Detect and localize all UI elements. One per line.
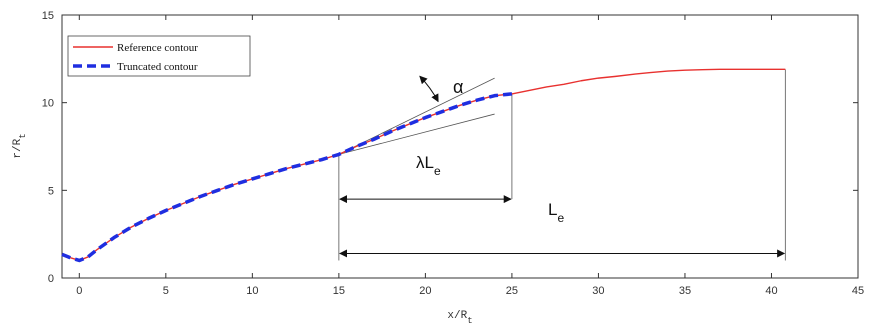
lambda-le-sub: e [434,164,441,178]
y-axis-label-main: r/R [12,138,24,158]
y-tick-label: 15 [42,10,54,22]
alpha-angle-arc [419,75,439,103]
alpha-label: α [453,77,463,97]
series-truncated-contour [61,92,513,263]
series-layer [61,68,786,263]
y-tick-label: 5 [48,185,54,197]
x-tick-label: 15 [333,285,345,297]
y-axis-label-sub: t [18,133,28,138]
x-axis-label-sub: t [467,316,472,326]
y-axis-label: r/Rt [12,133,28,158]
legend-box [67,35,251,77]
tick-layer: 0 5 10 15 20 25 30 35 40 45 0 5 10 15 [42,10,864,297]
legend-label-reference: Reference contour [117,42,198,54]
x-tick-label: 10 [246,285,258,297]
le-main: L [548,200,557,219]
x-axis-label-main: x/R [447,310,467,322]
y-tick-label: 10 [42,98,54,110]
lambda-le-label: λLe [416,153,441,178]
x-tick-label: 40 [765,285,777,297]
y-tick-label: 0 [48,273,54,285]
x-tick-label: 30 [592,285,604,297]
le-sub: e [557,211,564,225]
tangent-line [338,113,495,155]
x-tick-label: 45 [852,285,864,297]
x-tick-label: 35 [679,285,691,297]
x-axis-label: x/Rt [447,310,472,326]
x-tick-label: 5 [163,285,169,297]
annotation-layer [339,75,786,258]
lambda-le-main: λL [416,153,434,172]
x-tick-label: 0 [76,285,82,297]
x-tick-label: 20 [419,285,431,297]
le-label: Le [548,200,564,225]
legend: Reference contour Truncated contour [67,35,251,77]
x-tick-label: 25 [506,285,518,297]
legend-label-truncated: Truncated contour [117,61,198,73]
